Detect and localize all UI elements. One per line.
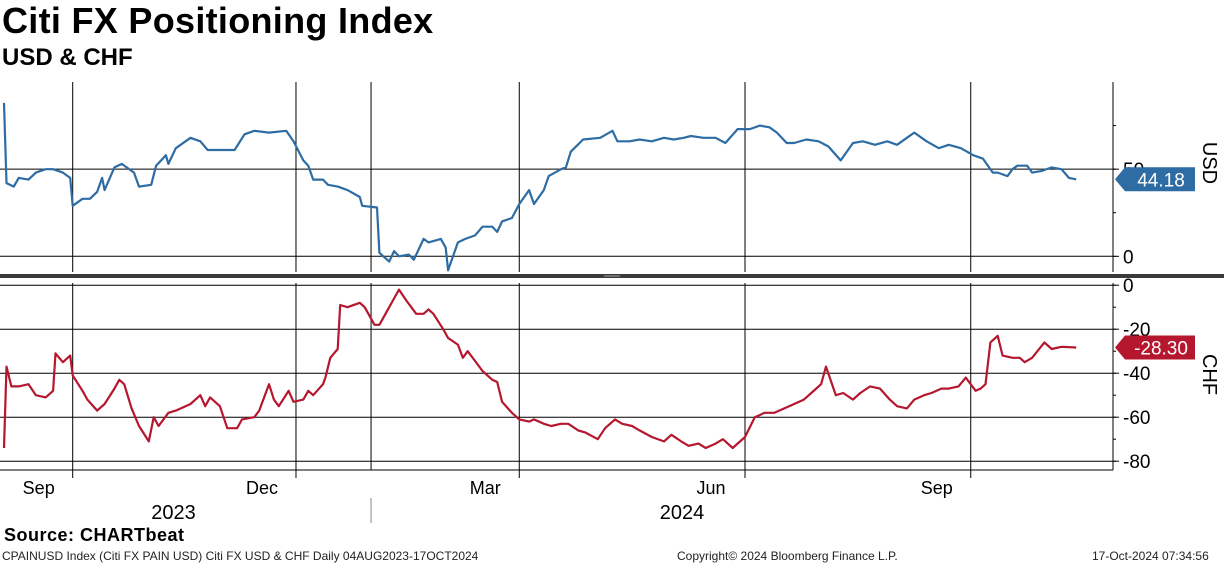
x-month-label-1: Dec <box>246 478 278 498</box>
top-last-value-badge <box>1115 167 1195 192</box>
copyright-text: Copyright© 2024 Bloomberg Finance L.P. <box>677 549 898 563</box>
top-y-tick-label-0: 0 <box>1123 247 1134 268</box>
chart-subtitle: USD & CHF <box>2 44 133 71</box>
bottom-y-tick-label-4: -80 <box>1123 452 1150 473</box>
x-month-label-2: Mar <box>470 478 501 498</box>
bottom-y-tick-label-0: 0 <box>1123 276 1134 297</box>
top-series-line-0 <box>2 102 1077 272</box>
source-label: Source: CHARTbeat <box>4 525 185 545</box>
timestamp-text: 17-Oct-2024 07:34:56 <box>1092 549 1209 563</box>
x-year-label-1: 2024 <box>660 502 705 524</box>
x-month-label-4: Sep <box>921 478 953 498</box>
bottom-axis-label: CHF <box>1198 354 1220 395</box>
x-month-label-3: Jun <box>696 478 725 498</box>
top-axis-label: USD <box>1198 142 1220 184</box>
x-month-label-0: Sep <box>23 478 55 498</box>
x-year-label-0: 2023 <box>151 502 196 524</box>
ticker-line: CPAINUSD Index (Citi FX PAIN USD) Citi F… <box>2 549 479 563</box>
chart-title: Citi FX Positioning Index <box>2 0 434 41</box>
bottom-series-line-0 <box>2 288 1077 450</box>
bottom-y-tick-label-3: -60 <box>1123 408 1150 429</box>
bottom-last-value-label: -28.30 <box>1134 338 1188 359</box>
top-last-value-label: 44.18 <box>1137 170 1185 191</box>
bottom-y-tick-label-2: -40 <box>1123 364 1150 385</box>
bottom-last-value-badge <box>1115 335 1195 360</box>
